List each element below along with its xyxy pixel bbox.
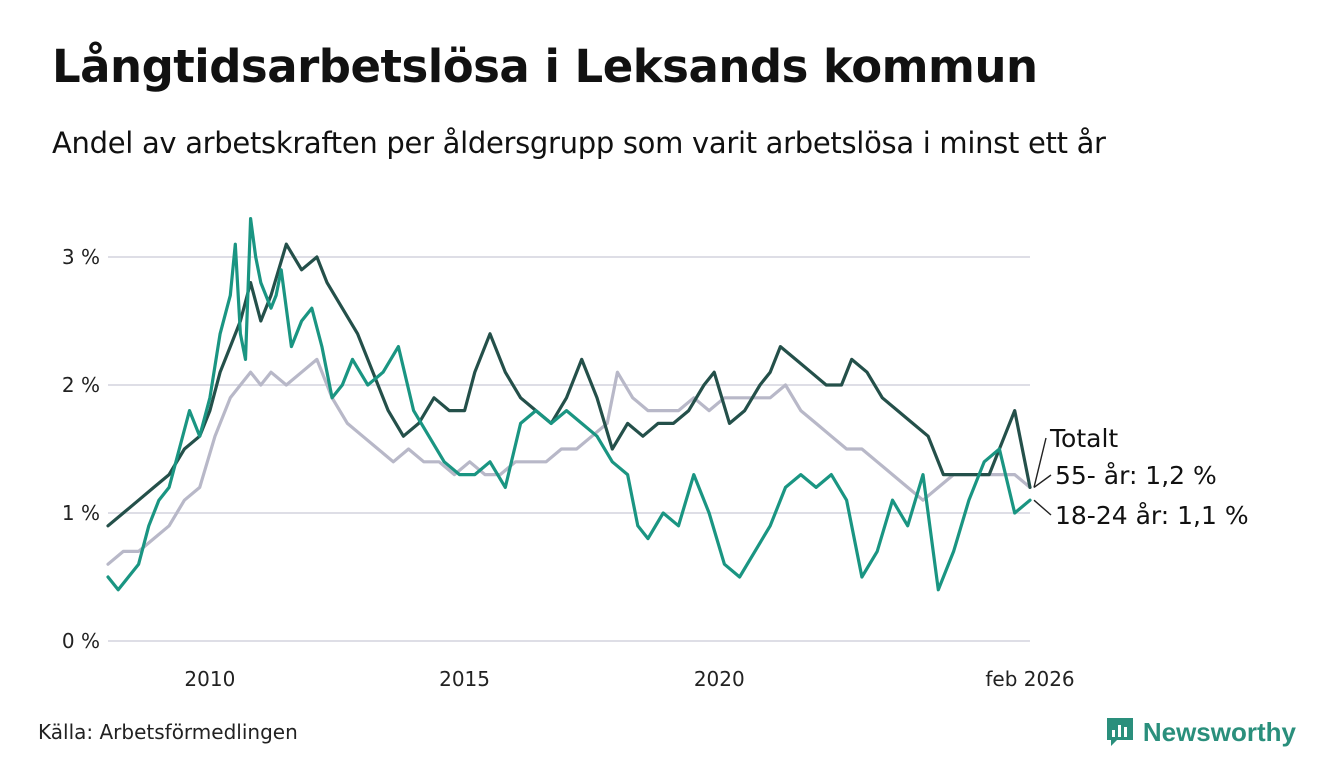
series-line-18-24-r bbox=[106, 217, 1032, 592]
series-labels: Totalt 55- år: 1,2 % 18-24 år: 1,1 % bbox=[1033, 424, 1249, 530]
x-tick-label: 2010 bbox=[184, 667, 235, 691]
label-leader-line bbox=[1033, 437, 1047, 488]
series-line-totalt bbox=[106, 357, 1032, 566]
bar-chart-icon bbox=[1106, 718, 1133, 746]
chart-title: Långtidsarbetslösa i Leksands kommun bbox=[52, 40, 1038, 93]
series-lines bbox=[106, 217, 1032, 592]
brand-name: Newsworthy bbox=[1142, 716, 1296, 747]
series-label: Totalt bbox=[1049, 424, 1118, 453]
x-tick-label: feb 2026 bbox=[985, 667, 1074, 691]
y-tick-label: 3 % bbox=[62, 245, 100, 269]
label-leader-line bbox=[1033, 499, 1052, 516]
series-label: 18-24 år: 1,1 % bbox=[1055, 501, 1249, 530]
label-leader-line bbox=[1033, 474, 1052, 488]
source-note: Källa: Arbetsförmedlingen bbox=[38, 720, 298, 744]
x-tick-label: 2015 bbox=[439, 667, 490, 691]
y-tick-label: 1 % bbox=[62, 501, 100, 525]
chart-subtitle: Andel av arbetskraften per åldersgrupp s… bbox=[52, 126, 1106, 160]
brand-logo: Newsworthy bbox=[1105, 714, 1296, 750]
y-axis-ticks: 0 % 1 % 2 % 3 % bbox=[62, 245, 100, 653]
y-tick-label: 0 % bbox=[62, 629, 100, 653]
y-tick-label: 2 % bbox=[62, 373, 100, 397]
x-tick-label: 2020 bbox=[694, 667, 745, 691]
x-axis-ticks: 2010 2015 2020 feb 2026 bbox=[184, 667, 1074, 691]
series-label: 55- år: 1,2 % bbox=[1055, 461, 1217, 490]
